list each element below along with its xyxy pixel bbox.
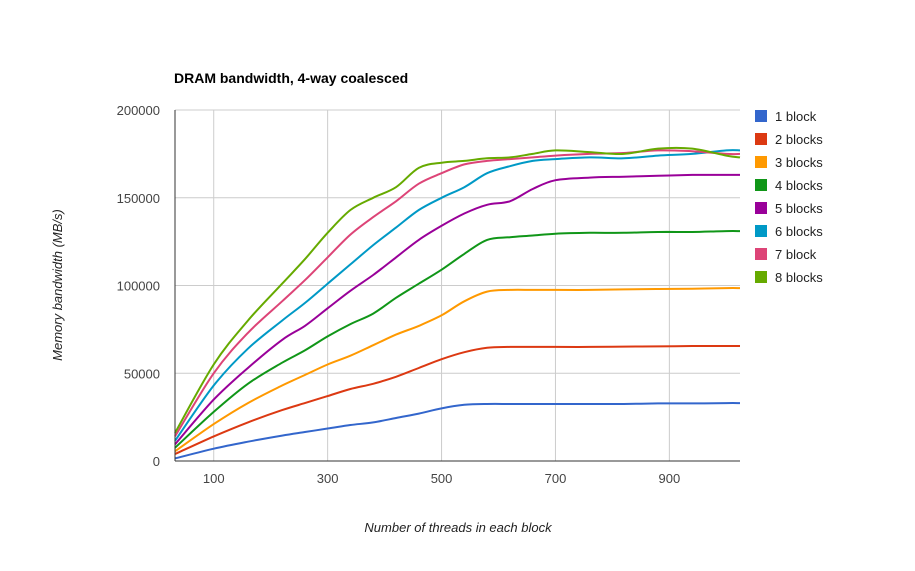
legend-label-6-blocks: 6 blocks (775, 224, 823, 239)
series-line-6-blocks (174, 149, 741, 442)
x-tick-label: 300 (317, 471, 339, 486)
series-line-1-block (174, 402, 741, 460)
legend-swatch-1-block (755, 110, 767, 122)
legend-swatch-4-blocks (755, 179, 767, 191)
series-lines (174, 146, 741, 460)
legend-label-4-blocks: 4 blocks (775, 178, 823, 193)
legend-swatch-8-blocks (755, 271, 767, 283)
x-tick-label: 900 (659, 471, 681, 486)
series-line-2-blocks (174, 345, 740, 455)
y-tick-label: 200000 (117, 103, 160, 118)
legend-swatch-7-block (755, 248, 767, 260)
series-line-7-block (174, 149, 741, 437)
x-axis-ticks: 100 300 500 700 900 (203, 471, 680, 486)
y-axis-label: Memory bandwidth (MB/s) (50, 209, 65, 361)
legend-swatch-2-blocks (755, 133, 767, 145)
legend-label-8-blocks: 8 blocks (775, 270, 823, 285)
series-line-4-blocks (174, 230, 741, 449)
x-tick-label: 700 (545, 471, 567, 486)
legend-label-5-blocks: 5 blocks (775, 201, 823, 216)
legend-swatch-3-blocks (755, 156, 767, 168)
x-tick-label: 100 (203, 471, 225, 486)
series-line-3-blocks (174, 287, 741, 453)
x-axis-label: Number of threads in each block (364, 520, 553, 535)
series-line-8-blocks (174, 146, 741, 434)
legend: 1 block 2 blocks 3 blocks 4 blocks 5 blocks 6… (755, 109, 823, 285)
legend-label-2-blocks: 2 blocks (775, 132, 823, 147)
x-tick-label: 500 (431, 471, 453, 486)
legend-label-3-blocks: 3 blocks (775, 155, 823, 170)
y-axis-ticks: 0 50000 100000 150000 200000 (117, 103, 160, 469)
legend-label-1-block: 1 block (775, 109, 817, 124)
legend-swatch-5-blocks (755, 202, 767, 214)
y-tick-label: 0 (153, 454, 160, 469)
legend-swatch-6-blocks (755, 225, 767, 237)
y-tick-label: 50000 (124, 366, 160, 381)
y-tick-label: 100000 (117, 279, 160, 294)
axes (174, 110, 740, 462)
gridlines (175, 109, 740, 461)
series-line-5-blocks (174, 173, 740, 445)
legend-label-7-block: 7 block (775, 247, 817, 262)
y-tick-label: 150000 (117, 191, 160, 206)
chart-title: DRAM bandwidth, 4-way coalesced (174, 70, 408, 86)
